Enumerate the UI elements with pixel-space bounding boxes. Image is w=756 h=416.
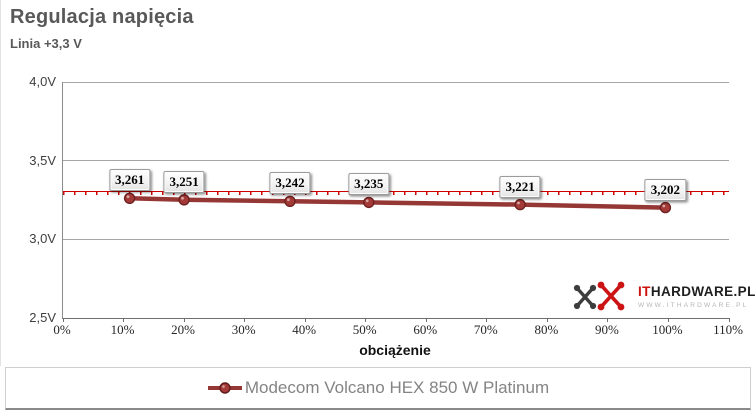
watermark-ithardware: ITHARDWARE.PL WWW.ITHARDWARE.PL <box>569 278 756 316</box>
x-tick-mark <box>244 318 246 322</box>
plot-area: 3,261 3,251 3,242 3,235 3,221 3,202 <box>62 82 730 322</box>
x-axis-title: obciążenie <box>359 342 431 358</box>
x-tick-label: 60% <box>413 322 438 337</box>
x-tick-mark <box>425 318 427 322</box>
x-tick-label: 70% <box>473 322 498 337</box>
x-tick-mark <box>183 318 185 322</box>
ithardware-logo-text: ITHARDWARE.PL WWW.ITHARDWARE.PL <box>638 285 756 310</box>
y-tick-label: 2,5V <box>29 310 56 325</box>
reference-line-bar <box>63 191 729 193</box>
ithardware-logo-icon <box>573 281 625 311</box>
data-point-label: 3,242 <box>269 172 311 195</box>
data-point-marker <box>659 201 672 214</box>
x-tick-label: 50% <box>352 322 377 337</box>
x-tick-mark <box>123 318 125 322</box>
data-point-highlight <box>287 198 290 202</box>
data-point-highlight <box>365 199 369 203</box>
brand-prefix: IT <box>638 284 651 299</box>
y-gridline <box>63 82 729 83</box>
x-tick-mark <box>486 318 488 322</box>
x-tick-label: 10% <box>110 322 135 337</box>
x-tick-mark <box>546 318 548 322</box>
data-point-label: 3,202 <box>644 178 687 201</box>
legend-series-marker <box>207 382 242 394</box>
x-tick-label: 30% <box>231 322 256 337</box>
x-tick-label: 80% <box>534 322 559 337</box>
x-tick-mark <box>62 318 64 322</box>
data-point-highlight <box>181 196 184 200</box>
data-point-label: 3,235 <box>348 173 390 196</box>
chart-area-left-border <box>0 0 1 366</box>
x-tick-mark <box>607 318 609 322</box>
x-tick-mark <box>728 318 730 322</box>
x-tick-label: 20% <box>171 322 195 337</box>
data-point-highlight <box>517 201 520 205</box>
x-tick-mark <box>304 318 306 322</box>
y-tick-label: 4,0V <box>29 74 56 89</box>
series-line <box>127 196 668 210</box>
y-tick-label: 3,5V <box>29 152 56 168</box>
y-tick-label: 3,0V <box>29 231 56 247</box>
data-point-marker <box>514 198 526 211</box>
legend-series-label: Modecom Volcano HEX 850 W Platinum <box>244 378 550 397</box>
x-tick-mark <box>667 318 669 322</box>
data-point-marker <box>178 194 190 206</box>
x-tick-label: 40% <box>292 322 317 337</box>
x-tick-label: 110% <box>713 322 743 337</box>
y-gridline <box>63 160 729 162</box>
chart-subtitle: Linia +3,3 V <box>10 36 82 51</box>
data-point-label: 3,251 <box>163 170 205 193</box>
data-point-marker <box>123 192 136 205</box>
x-tick-label: 0% <box>53 322 71 337</box>
ithardware-brand: ITHARDWARE.PL <box>638 285 756 299</box>
x-tick-mark <box>365 318 367 322</box>
data-point-marker <box>363 196 375 209</box>
x-tick-label: 100% <box>652 322 683 337</box>
data-point-highlight <box>662 204 666 208</box>
reference-line-ticks <box>63 192 729 196</box>
series-line-svg <box>123 192 672 214</box>
legend: Modecom Volcano HEX 850 W Platinum <box>5 367 751 410</box>
reference-line <box>63 191 729 196</box>
data-point-label: 3,261 <box>108 169 151 192</box>
y-gridline <box>63 238 729 240</box>
chart-title: Regulacja napięcia <box>10 6 194 28</box>
data-point-marker <box>284 195 296 208</box>
ithardware-url: WWW.ITHARDWARE.PL <box>638 302 749 309</box>
brand-suffix: HARDWARE.PL <box>650 284 756 299</box>
data-point-highlight <box>126 195 130 199</box>
x-tick-label: 90% <box>594 322 619 337</box>
data-point-label: 3,221 <box>499 175 541 198</box>
